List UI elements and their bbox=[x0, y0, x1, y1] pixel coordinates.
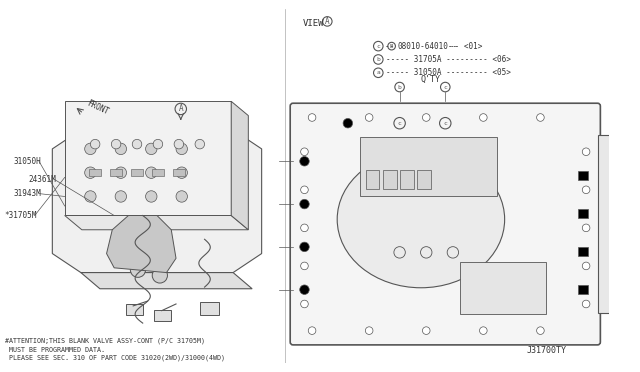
Bar bbox=[90, 169, 101, 176]
Text: c: c bbox=[397, 121, 401, 126]
Text: -- <01>: -- <01> bbox=[450, 42, 482, 51]
Circle shape bbox=[536, 114, 544, 121]
Circle shape bbox=[300, 157, 309, 166]
Circle shape bbox=[308, 114, 316, 121]
Bar bbox=[152, 169, 164, 176]
Bar bbox=[200, 302, 219, 315]
Circle shape bbox=[365, 327, 373, 334]
Text: A: A bbox=[325, 17, 330, 26]
Text: b: b bbox=[397, 84, 401, 90]
Text: #ATTENTION;THIS BLANK VALVE ASSY-CONT (P/C 31705M): #ATTENTION;THIS BLANK VALVE ASSY-CONT (P… bbox=[4, 337, 205, 344]
Polygon shape bbox=[107, 215, 176, 273]
Bar bbox=[360, 137, 497, 196]
Text: 31050H: 31050H bbox=[13, 157, 41, 166]
Circle shape bbox=[308, 327, 316, 334]
Text: a: a bbox=[376, 70, 380, 75]
Circle shape bbox=[115, 143, 127, 155]
Circle shape bbox=[582, 186, 590, 193]
Polygon shape bbox=[65, 101, 231, 215]
Text: ----- 31050A --------- <05>: ----- 31050A --------- <05> bbox=[386, 68, 511, 77]
Circle shape bbox=[536, 327, 544, 334]
Circle shape bbox=[301, 186, 308, 193]
Text: b: b bbox=[376, 57, 380, 62]
Bar bbox=[579, 247, 588, 256]
Circle shape bbox=[365, 114, 373, 121]
Circle shape bbox=[176, 143, 188, 155]
Circle shape bbox=[132, 140, 142, 149]
Polygon shape bbox=[598, 135, 621, 314]
Circle shape bbox=[145, 143, 157, 155]
Bar bbox=[131, 169, 143, 176]
Text: 08010-64010--: 08010-64010-- bbox=[397, 42, 458, 51]
Circle shape bbox=[422, 327, 430, 334]
Bar bbox=[579, 171, 588, 180]
Text: A: A bbox=[179, 105, 183, 113]
Circle shape bbox=[153, 140, 163, 149]
Circle shape bbox=[582, 224, 590, 232]
Ellipse shape bbox=[337, 151, 505, 288]
Bar bbox=[579, 209, 588, 218]
Text: MUST BE PROGRAMMED DATA.: MUST BE PROGRAMMED DATA. bbox=[4, 346, 105, 353]
Circle shape bbox=[422, 114, 430, 121]
Polygon shape bbox=[52, 130, 262, 273]
Circle shape bbox=[176, 191, 188, 202]
Text: VIEW: VIEW bbox=[303, 19, 324, 28]
Text: ----- 31705A --------- <06>: ----- 31705A --------- <06> bbox=[386, 55, 511, 64]
Polygon shape bbox=[65, 215, 248, 230]
Circle shape bbox=[300, 199, 309, 209]
Circle shape bbox=[343, 118, 353, 128]
Bar bbox=[154, 310, 172, 321]
Circle shape bbox=[90, 140, 100, 149]
Circle shape bbox=[479, 327, 487, 334]
Circle shape bbox=[479, 114, 487, 121]
Circle shape bbox=[115, 167, 127, 179]
Text: B: B bbox=[390, 44, 393, 49]
Bar bbox=[366, 170, 380, 189]
Circle shape bbox=[301, 148, 308, 155]
Bar bbox=[461, 262, 546, 314]
Circle shape bbox=[115, 191, 127, 202]
Text: c: c bbox=[376, 44, 380, 49]
Bar bbox=[125, 304, 143, 315]
Text: J31700TY: J31700TY bbox=[526, 346, 566, 355]
Bar bbox=[579, 285, 588, 295]
Circle shape bbox=[582, 300, 590, 308]
Circle shape bbox=[301, 300, 308, 308]
Circle shape bbox=[131, 262, 145, 278]
Bar bbox=[173, 169, 184, 176]
Text: Q'TY: Q'TY bbox=[420, 75, 440, 84]
Circle shape bbox=[300, 242, 309, 251]
Bar bbox=[417, 170, 431, 189]
Text: 24361M: 24361M bbox=[29, 175, 56, 184]
Bar bbox=[110, 169, 122, 176]
Text: c: c bbox=[444, 84, 447, 90]
Circle shape bbox=[582, 262, 590, 270]
Text: FRONT: FRONT bbox=[86, 99, 110, 117]
Text: 31943M: 31943M bbox=[13, 189, 41, 198]
Circle shape bbox=[195, 140, 205, 149]
Circle shape bbox=[84, 191, 96, 202]
Circle shape bbox=[111, 140, 121, 149]
Text: PLEASE SEE SEC. 310 OF PART CODE 31020(2WD)/31000(4WD): PLEASE SEE SEC. 310 OF PART CODE 31020(2… bbox=[4, 355, 225, 361]
Circle shape bbox=[176, 167, 188, 179]
Circle shape bbox=[84, 167, 96, 179]
Circle shape bbox=[145, 191, 157, 202]
Circle shape bbox=[300, 285, 309, 295]
Circle shape bbox=[174, 140, 184, 149]
Circle shape bbox=[152, 268, 168, 283]
Circle shape bbox=[301, 262, 308, 270]
FancyBboxPatch shape bbox=[290, 103, 600, 345]
Polygon shape bbox=[231, 101, 248, 230]
Circle shape bbox=[582, 148, 590, 155]
Text: *31705M: *31705M bbox=[4, 211, 37, 220]
Circle shape bbox=[84, 143, 96, 155]
Bar bbox=[383, 170, 397, 189]
Circle shape bbox=[145, 167, 157, 179]
Circle shape bbox=[301, 224, 308, 232]
Text: --: -- bbox=[385, 42, 399, 51]
Text: c: c bbox=[444, 121, 447, 126]
Polygon shape bbox=[81, 273, 252, 289]
Bar bbox=[401, 170, 413, 189]
